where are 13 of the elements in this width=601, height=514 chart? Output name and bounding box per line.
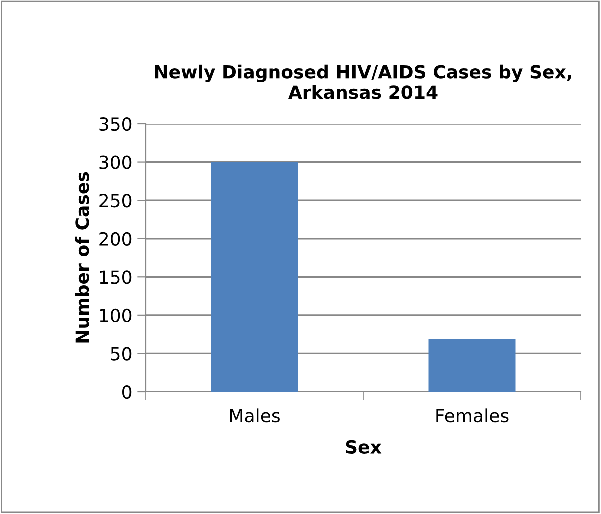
y-tick-label: 300: [100, 156, 132, 170]
chart-title: Newly Diagnosed HIV/AIDS Cases by Sex, Arkansas 2014: [155, 64, 572, 100]
y-tick-label: 200: [100, 232, 132, 246]
x-axis-title: Sex: [346, 440, 382, 454]
y-tick-label: 0: [122, 385, 132, 400]
x-tick-label: Females: [436, 408, 509, 423]
y-axis-title: Number of Cases: [75, 172, 90, 343]
y-tick-label: 50: [111, 347, 132, 361]
y-tick-label: 150: [100, 270, 132, 284]
x-tick-label: Males: [230, 408, 280, 423]
y-tick-label: 350: [100, 117, 132, 132]
y-tick-label: 250: [100, 194, 132, 208]
y-tick-label: 100: [100, 308, 132, 323]
